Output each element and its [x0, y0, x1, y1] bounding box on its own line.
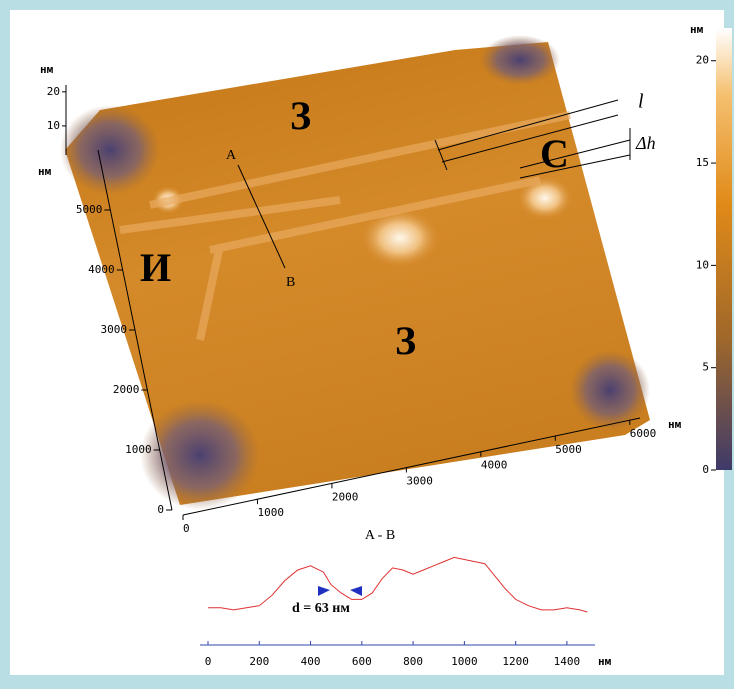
y-tick-label: 0 — [157, 503, 164, 516]
arrow — [434, 128, 631, 171]
profile-unit: нм — [598, 655, 612, 668]
x-tick-label: 4000 — [481, 459, 508, 472]
colorbar-tick-label: 15 — [696, 156, 709, 169]
dh-label: Δh — [635, 133, 656, 153]
profile-tick-label: 0 — [205, 655, 212, 668]
profile-title: A - B — [365, 528, 395, 543]
colorbar-tick-label: 5 — [702, 361, 709, 374]
shade — [480, 35, 560, 85]
colorbar-tick-label: 0 — [702, 463, 709, 476]
shade — [140, 400, 260, 510]
profile-tick-label: 400 — [301, 655, 321, 668]
d-annotation: d = 63 нм — [292, 601, 350, 616]
y-tick-label: 3000 — [101, 323, 128, 336]
region-label: З — [290, 93, 311, 138]
z-tick-label: 20 — [47, 85, 60, 98]
surface — [65, 42, 650, 505]
x-tick-label: 2000 — [332, 490, 359, 503]
z-unit: нм — [40, 63, 54, 76]
profile-tick-label: 1400 — [554, 655, 581, 668]
x-axis — [182, 417, 641, 516]
region-label: З — [395, 318, 416, 363]
peak — [360, 208, 440, 268]
y-tick-label: 1000 — [125, 443, 152, 456]
x-tick-label: 6000 — [630, 427, 657, 440]
x-unit: нм — [668, 418, 682, 431]
point-label: B — [286, 275, 295, 290]
z-tick-label: 10 — [47, 119, 60, 132]
colorbar-tick-label: 20 — [696, 54, 709, 67]
d-marker — [350, 586, 362, 596]
y-tick-label: 4000 — [88, 263, 115, 276]
region-label: И — [140, 245, 171, 290]
peak — [517, 176, 573, 220]
profile-tick-label: 800 — [403, 655, 423, 668]
x-tick-label: 0 — [183, 522, 190, 535]
shade — [60, 105, 160, 195]
profile-tick-label: 600 — [352, 655, 372, 668]
shade — [570, 350, 650, 430]
region-label: С — [540, 131, 569, 176]
colorbar-tick-label: 10 — [696, 258, 709, 271]
point-label: A — [226, 148, 237, 163]
profile-tick-label: 200 — [249, 655, 269, 668]
ridge — [119, 111, 571, 341]
profile-line — [208, 556, 588, 613]
y-tick-label: 5000 — [76, 203, 103, 216]
x-tick-label: 3000 — [406, 474, 433, 487]
y-tick-label: 2000 — [113, 383, 140, 396]
d-marker — [318, 586, 330, 596]
l-label: l — [638, 91, 644, 113]
marker-line — [237, 99, 631, 269]
colorbar-unit: нм — [690, 23, 704, 36]
x-tick-label: 5000 — [555, 443, 582, 456]
colorbar — [716, 28, 732, 470]
profile-tick-label: 1200 — [502, 655, 529, 668]
profile-tick-label: 1000 — [451, 655, 478, 668]
y-unit: нм — [38, 165, 52, 178]
x-tick-label: 1000 — [257, 506, 284, 519]
